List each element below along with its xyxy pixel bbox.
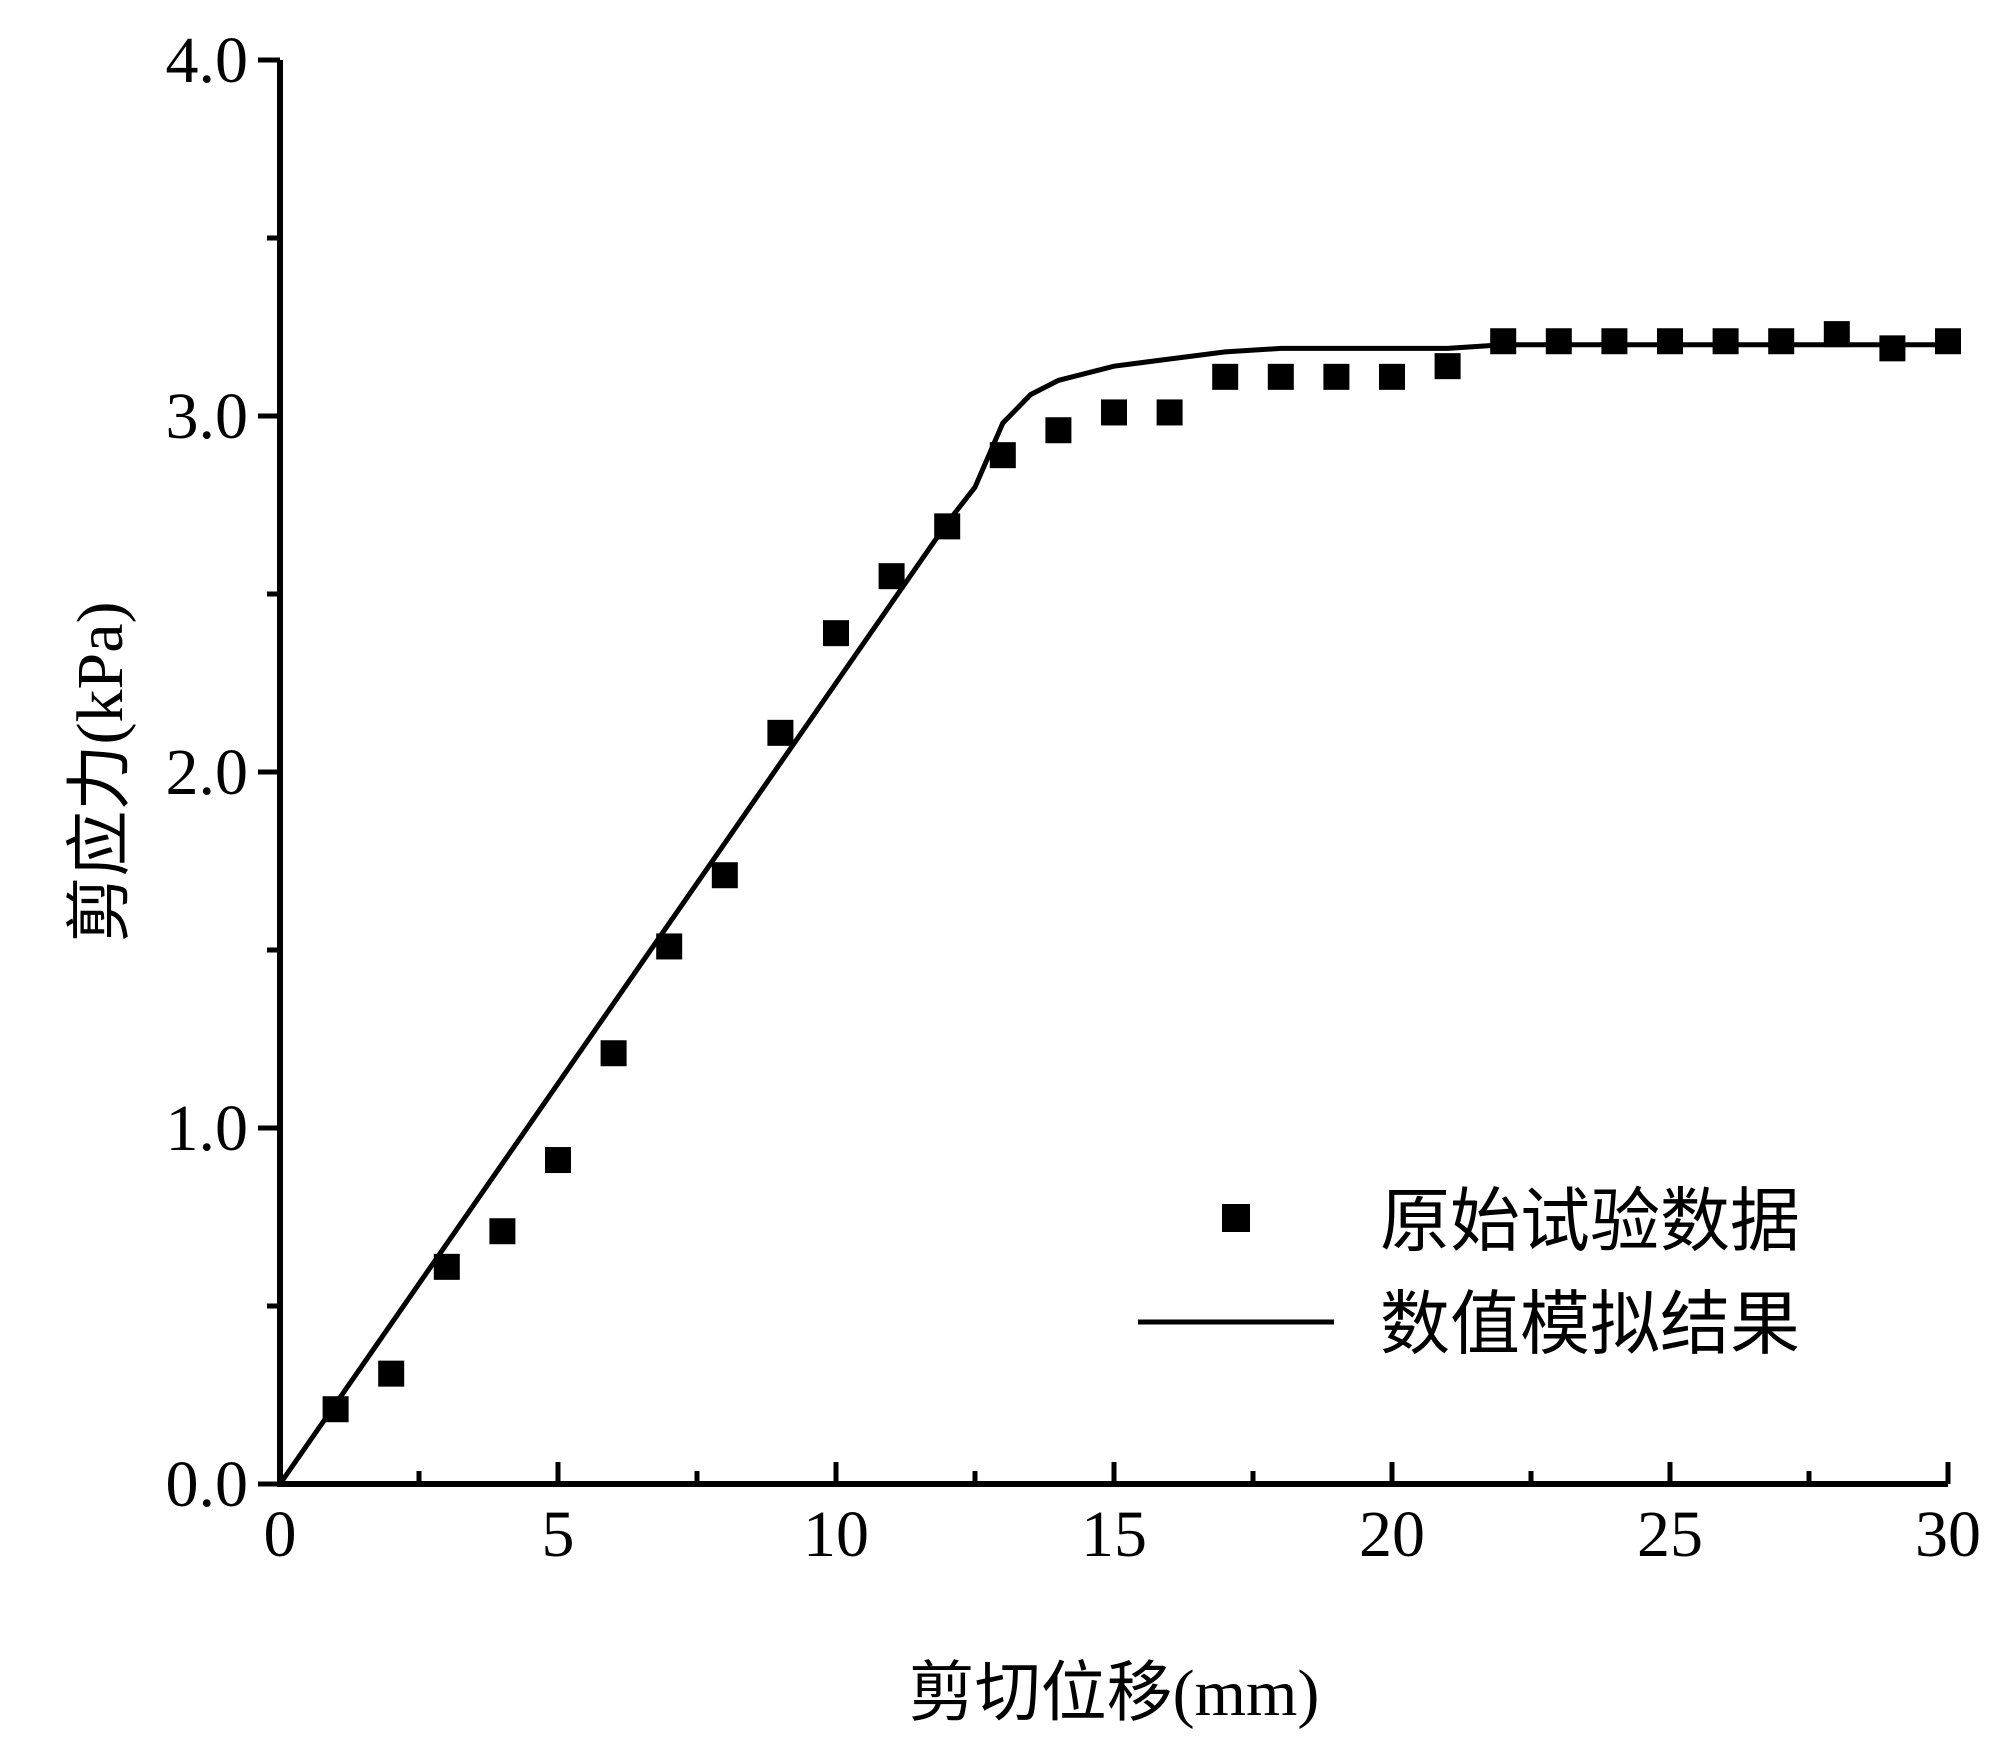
data-point: [656, 933, 683, 960]
data-point: [1045, 417, 1072, 444]
y-tick-label: 3.0: [166, 380, 249, 453]
data-point: [1935, 328, 1961, 355]
x-tick-label: 5: [542, 1498, 575, 1571]
data-point: [378, 1360, 405, 1387]
legend-label-simulation: 数值模拟结果: [1380, 1287, 1800, 1364]
data-point: [767, 719, 794, 746]
x-tick-label: 30: [1915, 1498, 1981, 1571]
data-point: [934, 513, 961, 540]
data-point: [1712, 328, 1739, 355]
legend-label-experimental: 原始试验数据: [1380, 1184, 1800, 1261]
y-tick-label: 4.0: [166, 24, 249, 97]
x-tick-label: 25: [1637, 1498, 1703, 1571]
y-tick-label: 0.0: [166, 1448, 249, 1521]
data-point: [1212, 363, 1239, 390]
y-axis-title: 剪应力(kPa): [64, 602, 137, 943]
axes: [277, 60, 1948, 1487]
data-point: [1267, 363, 1294, 390]
data-point: [1156, 399, 1183, 426]
x-tick-label: 20: [1359, 1498, 1425, 1571]
data-point: [1879, 335, 1906, 362]
series-line-simulation: [277, 342, 1948, 1486]
y-tick-label: 2.0: [166, 736, 249, 809]
ticks: [258, 57, 1951, 1487]
data-point: [823, 620, 849, 647]
data-point: [711, 862, 738, 889]
data-point: [1101, 399, 1127, 426]
x-tick-label: 15: [1081, 1498, 1147, 1571]
data-point: [433, 1253, 460, 1280]
legend: 原始试验数据 数值模拟结果: [1138, 1184, 1800, 1364]
data-point: [1601, 328, 1628, 355]
x-axis-title: 剪切位移(mm): [909, 1657, 1320, 1730]
data-point: [600, 1040, 627, 1067]
data-point: [1379, 363, 1405, 390]
data-point: [989, 442, 1016, 469]
data-point: [489, 1218, 516, 1245]
data-point: [1657, 328, 1683, 355]
data-point: [1434, 353, 1461, 380]
data-point: [1768, 328, 1795, 355]
data-point: [878, 563, 905, 590]
x-tick-label: 10: [803, 1498, 869, 1571]
data-point: [1490, 328, 1517, 355]
tick-labels: 0 5 10 15 20 25 30 0.0 1.0 2.0 3.0 4.0: [166, 24, 1982, 1571]
data-point: [322, 1396, 349, 1423]
data-point: [1823, 321, 1850, 348]
y-tick-label: 1.0: [166, 1092, 249, 1165]
data-point: [1545, 328, 1572, 355]
series-markers-experimental: [322, 321, 1961, 1423]
legend-marker-experimental: [1222, 1204, 1250, 1232]
data-point: [1323, 363, 1350, 390]
data-point: [545, 1147, 571, 1174]
x-tick-label: 0: [264, 1498, 297, 1571]
